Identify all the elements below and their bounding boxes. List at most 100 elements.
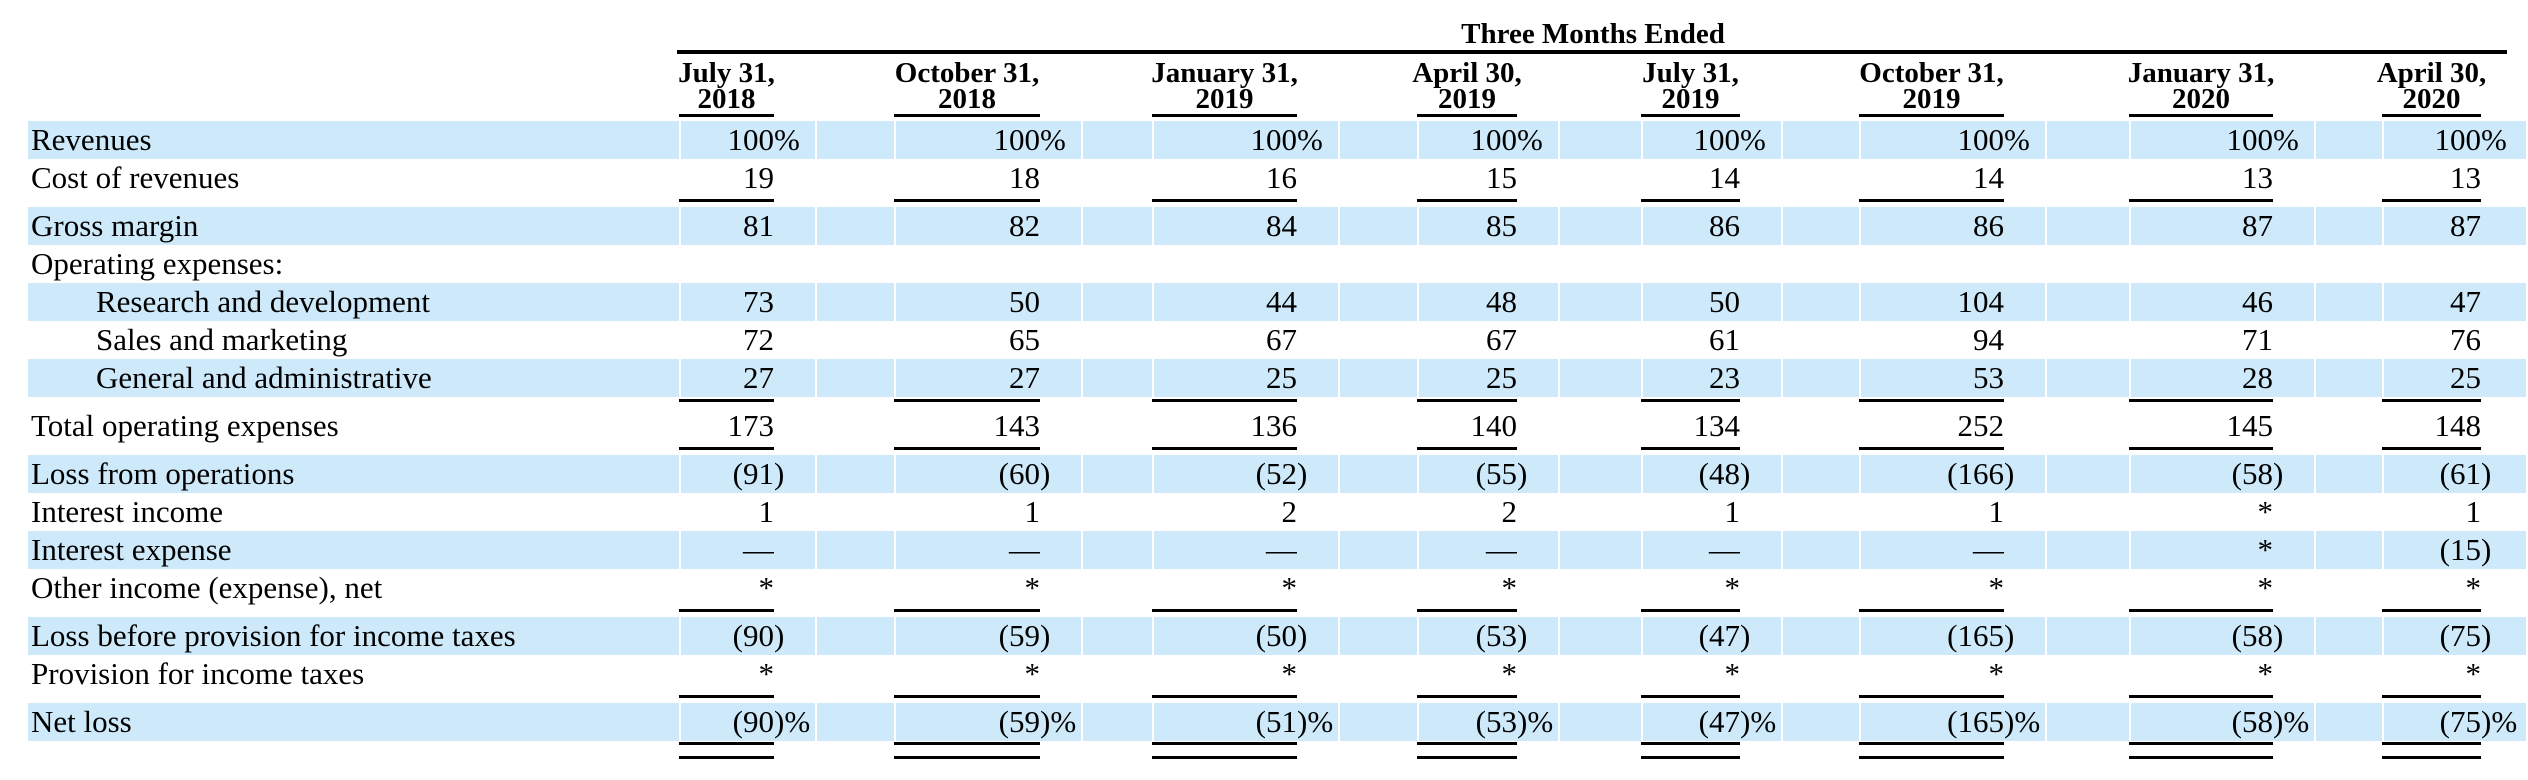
underline	[1152, 609, 1297, 612]
value-cell: (61	[2382, 455, 2481, 493]
cell-gap	[1340, 159, 1417, 197]
table-row: Revenues 100% 100% 100% 100% 100% 100% 100% 100%	[0, 121, 2528, 159]
value-suffix	[2004, 321, 2047, 359]
value-suffix	[2273, 359, 2316, 397]
underline	[679, 199, 774, 202]
value-cell: *	[1152, 655, 1297, 693]
value-suffix: )	[1517, 455, 1560, 493]
underline	[679, 609, 774, 612]
value-cell: (58	[2129, 617, 2273, 655]
value-cell: (15	[2382, 531, 2481, 569]
cell-gap	[2047, 531, 2129, 569]
value-suffix	[2004, 531, 2047, 569]
value-cell: 100	[1417, 121, 1517, 159]
value-cell: 1	[679, 493, 774, 531]
cell-gap	[2316, 121, 2382, 159]
table-row: Sales and marketing 72 65 67 67 61 94 71 76	[0, 321, 2528, 359]
cell-gap	[817, 283, 894, 321]
cell-gap	[1560, 655, 1641, 693]
column-header-date: January 31,	[1151, 57, 1298, 89]
value-cell: (48	[1641, 455, 1740, 493]
underline	[679, 447, 774, 450]
row-label: Other income (expense), net	[31, 570, 383, 605]
cell-gap	[2047, 493, 2129, 531]
value-cell: *	[2129, 569, 2273, 607]
value-cell: 87	[2129, 207, 2273, 245]
value-suffix	[2481, 283, 2528, 321]
value-suffix	[2004, 359, 2047, 397]
value-suffix	[1297, 159, 1340, 197]
cell-gap	[1340, 703, 1417, 741]
header-underline	[677, 50, 2507, 54]
value-suffix	[2273, 159, 2316, 197]
underline	[1641, 199, 1740, 202]
value-cell: *	[1641, 569, 1740, 607]
value-suffix: %	[2004, 121, 2047, 159]
row-left-margin	[0, 493, 28, 531]
underline	[679, 695, 774, 698]
value-cell: *	[2129, 493, 2273, 531]
cell-gap	[2316, 207, 2382, 245]
value-suffix	[774, 493, 817, 531]
value-suffix	[1740, 207, 1783, 245]
value-suffix	[1040, 159, 1083, 197]
cell-gap	[1783, 283, 1859, 321]
value-cell: *	[679, 569, 774, 607]
row-label: Research and development	[28, 283, 662, 321]
value-cell: —	[679, 531, 774, 569]
header-dates: July 31, 2018 October 31, 2018 January 31, 20…	[0, 58, 2528, 114]
value-cell: 28	[2129, 359, 2273, 397]
value-cell: (47	[1641, 703, 1740, 741]
value-suffix	[1297, 493, 1340, 531]
underline	[2382, 695, 2481, 698]
value-suffix	[2273, 655, 2316, 693]
value-cell: 173	[679, 407, 774, 445]
value-cell: *	[1152, 569, 1297, 607]
row-label: Gross margin	[28, 207, 662, 245]
cell-gap	[2316, 455, 2382, 493]
underline-row	[0, 445, 2528, 455]
cell-gap	[2047, 617, 2129, 655]
value-suffix	[774, 531, 817, 569]
underline	[1641, 399, 1740, 402]
double-underline	[679, 742, 774, 759]
value-suffix	[774, 159, 817, 197]
value-cell: (59	[894, 703, 1040, 741]
underline-row	[0, 397, 2528, 407]
cell-gap	[1340, 121, 1417, 159]
value-suffix	[2004, 493, 2047, 531]
cell-gap	[1340, 407, 1417, 445]
cell-gap	[2316, 493, 2382, 531]
row-label: Sales and marketing	[96, 322, 348, 357]
cell-gap	[1340, 245, 1417, 283]
table-row: Loss before provision for income taxes (9…	[0, 617, 2528, 655]
cell-gap	[2047, 207, 2129, 245]
value-suffix	[2273, 407, 2316, 445]
cell-gap	[1560, 455, 1641, 493]
value-suffix	[2273, 245, 2316, 283]
value-cell: 13	[2129, 159, 2273, 197]
row-left-margin	[0, 121, 28, 159]
value-cell: (166	[1859, 455, 2004, 493]
table-row: Provision for income taxes * * * * * * * *	[0, 655, 2528, 693]
value-suffix	[1297, 207, 1340, 245]
cell-gap	[1083, 359, 1152, 397]
cell-gap	[1560, 283, 1641, 321]
row-left-margin	[0, 407, 28, 445]
row-left-margin	[0, 245, 28, 283]
value-suffix	[1740, 493, 1783, 531]
value-suffix: )	[2481, 617, 2528, 655]
cell-gap	[2316, 283, 2382, 321]
cell-gap	[2316, 655, 2382, 693]
cell-gap	[1560, 531, 1641, 569]
value-cell	[1859, 245, 2004, 283]
cell-gap	[1083, 121, 1152, 159]
cell-gap	[817, 617, 894, 655]
value-suffix	[774, 359, 817, 397]
cell-gap	[1340, 569, 1417, 607]
cell-gap	[662, 207, 679, 245]
column-header: January 31, 2020	[2128, 58, 2275, 114]
value-cell: *	[2129, 531, 2273, 569]
cell-gap	[817, 493, 894, 531]
value-suffix	[774, 655, 817, 693]
